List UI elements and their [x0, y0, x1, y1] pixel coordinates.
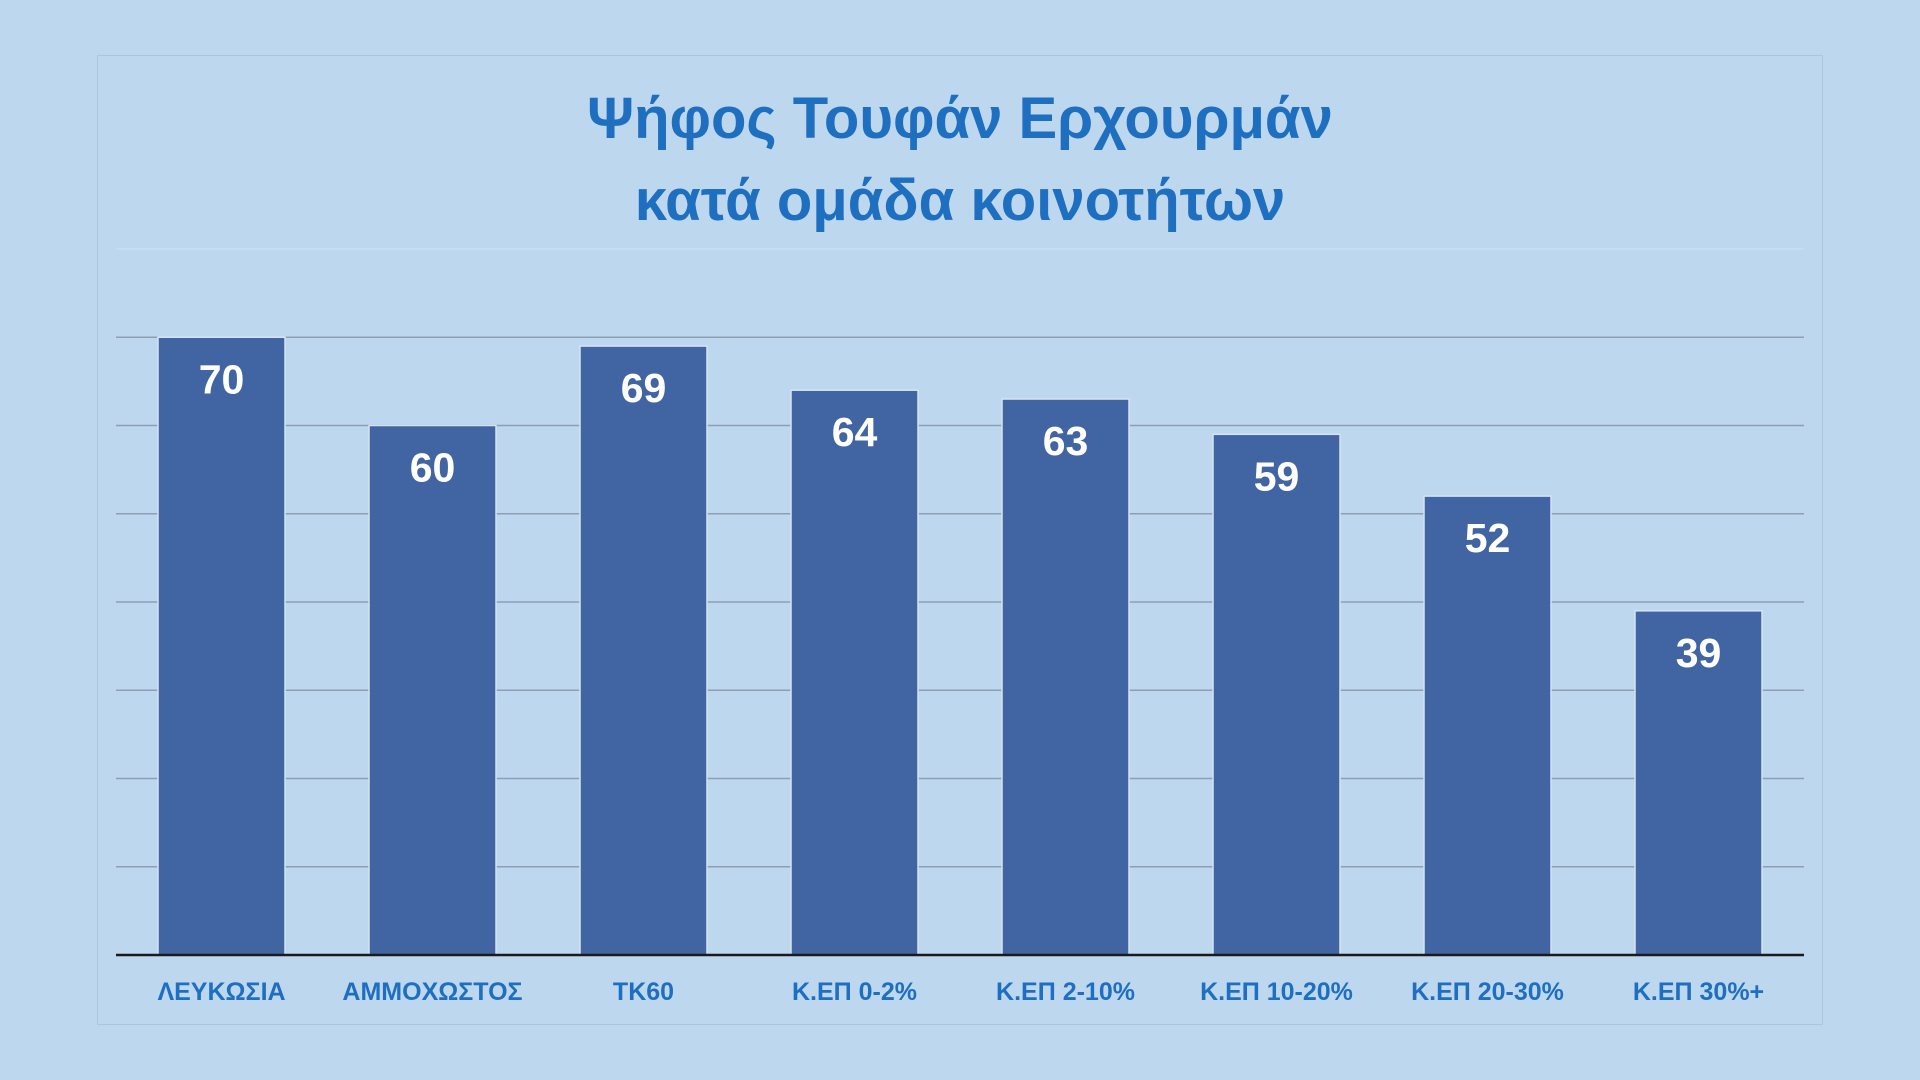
bar [579, 345, 708, 956]
bar-chart-plot: 70 ΛΕΥΚΩΣΙΑ 60 ΑΜΜΟΧΩΣΤΟΣ 69 ΤΚ60 64 Κ.ΕΠ 0-2% 6… [116, 248, 1804, 1006]
category-label: ΤΚ60 [613, 978, 674, 1006]
category-label: Κ.ΕΠ 10-20% [1200, 978, 1353, 1006]
bar [368, 424, 497, 956]
bar [1212, 433, 1341, 956]
category-label: ΑΜΜΟΧΩΣΤΟΣ [342, 978, 522, 1006]
data-label: 64 [832, 409, 878, 455]
data-label: 63 [1043, 418, 1089, 464]
category-label: Κ.ΕΠ 20-30% [1411, 978, 1564, 1006]
bar [1001, 398, 1130, 956]
bar [157, 336, 286, 956]
data-label: 59 [1254, 453, 1300, 499]
data-label: 60 [410, 445, 456, 491]
data-label: 52 [1465, 515, 1511, 561]
bar [790, 389, 919, 956]
bar [1634, 610, 1763, 956]
chart-area: Ψήφος Τουφάν Ερχουρμάν κατά ομάδα κοινοτ… [97, 55, 1823, 1025]
chart-title-line-1: Ψήφος Τουφάν Ερχουρμάν [587, 86, 1333, 151]
category-label: ΛΕΥΚΩΣΙΑ [157, 978, 285, 1006]
category-label: Κ.ΕΠ 2-10% [996, 978, 1135, 1006]
bar [1423, 495, 1552, 956]
data-label: 70 [199, 356, 245, 402]
category-label: Κ.ΕΠ 30%+ [1633, 978, 1764, 1006]
data-label: 39 [1676, 630, 1722, 676]
data-label: 69 [621, 365, 667, 411]
chart-title-line-2: κατά ομάδα κοινοτήτων [634, 168, 1286, 233]
chart-title: Ψήφος Τουφάν Ερχουρμάν κατά ομάδα κοινοτ… [98, 78, 1822, 242]
category-label: Κ.ΕΠ 0-2% [792, 978, 917, 1006]
